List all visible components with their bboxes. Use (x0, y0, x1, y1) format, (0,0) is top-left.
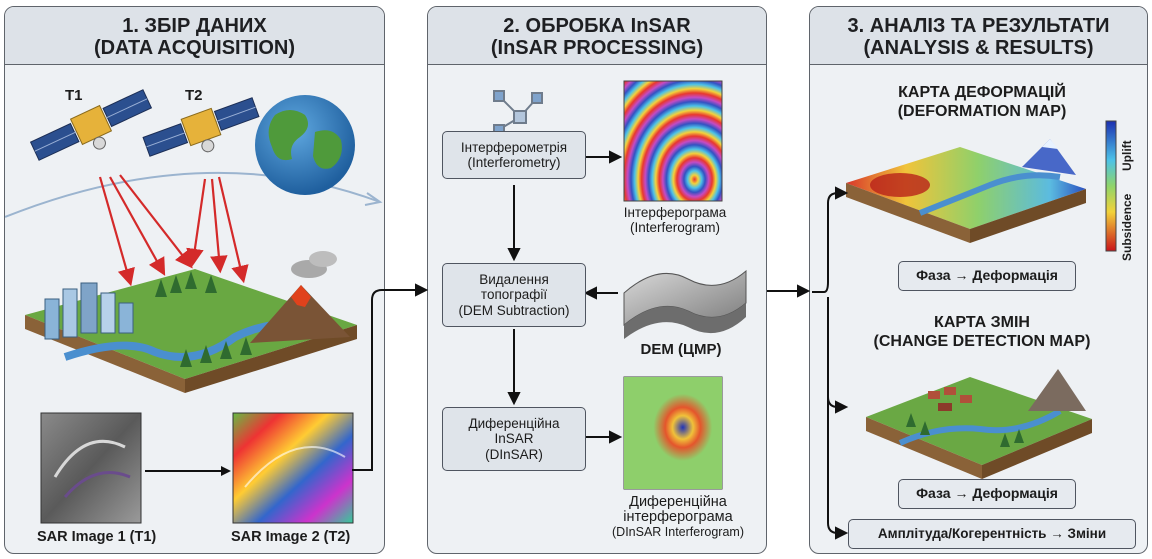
step-dinsar: Диференційна InSAR (DInSAR) (442, 407, 586, 471)
result-amplitude-coherence-changes: Амплітуда/Когерентність → Зміни (848, 519, 1136, 549)
radar-signal-beams (98, 174, 249, 287)
change-detection-map-title: КАРТА ЗМІН (CHANGE DETECTION MAP) (862, 313, 1102, 351)
step-label: топографії (480, 287, 548, 303)
processing-illustration (493, 80, 747, 490)
panel-insar-processing: 2. ОБРОБКА InSAR (InSAR PROCESSING) (427, 6, 767, 554)
map-title-line: КАРТА ДЕФОРМАЦІЙ (898, 84, 1066, 101)
panel-header: 3. АНАЛІЗ ТА РЕЗУЛЬТАТИ (ANALYSIS & RESU… (810, 7, 1147, 65)
interferogram-image (623, 80, 723, 202)
deformation-colorbar (1105, 120, 1117, 252)
panel-subtitle: (InSAR PROCESSING) (490, 37, 704, 59)
map-title-line: КАРТА ЗМІН (934, 314, 1030, 331)
output-label: Інтерферограма (623, 205, 727, 220)
map-title-line: (CHANGE DETECTION MAP) (873, 333, 1091, 350)
results-illustration (812, 120, 1117, 540)
terrain-block-illustration (25, 251, 357, 393)
satellite-t1-label: T1 (65, 87, 83, 104)
step-label: (Interferometry) (467, 155, 561, 170)
dem-label: DEM (ЦМР) (640, 341, 722, 358)
sar-image-1-label: SAR Image 1 (T1) (37, 529, 157, 545)
step-label: (DInSAR) (485, 446, 543, 462)
panel-analysis-results: 3. АНАЛІЗ ТА РЕЗУЛЬТАТИ (ANALYSIS & RESU… (809, 6, 1148, 554)
sar-image-1 (40, 412, 142, 524)
change-detection-map-block (866, 369, 1092, 479)
earth-globe-icon (255, 95, 355, 195)
step-dem-subtraction: Видалення топографії (DEM Subtraction) (442, 263, 586, 327)
acquisition-illustration (5, 89, 383, 524)
step-label: InSAR (494, 431, 534, 447)
panel-subtitle: (ANALYSIS & RESULTS) (863, 37, 1094, 59)
panel-title: 2. ОБРОБКА InSAR (503, 15, 691, 37)
network-graph-icon (493, 90, 543, 136)
step-label: Видалення (479, 271, 549, 287)
dinsar-interferogram-label: Диференційна інтерферограма (DInSAR Inte… (598, 495, 758, 540)
output-label: інтерферограма (623, 509, 733, 525)
panel-subtitle: (DATA ACQUISITION) (93, 37, 296, 59)
deformation-map-block (846, 139, 1086, 243)
panel-header: 2. ОБРОБКА InSAR (InSAR PROCESSING) (428, 7, 766, 65)
output-label: (Interferogram) (629, 220, 721, 235)
satellite-t2-label: T2 (185, 87, 203, 104)
result-phase-deformation-2: Фаза → Деформація (898, 479, 1076, 509)
orbit-path (5, 171, 381, 218)
satellite-t1-icon (29, 89, 153, 161)
dem-surface-icon (623, 269, 747, 339)
panel-title: 1. ЗБІР ДАНИХ (122, 15, 267, 37)
step-label: Диференційна (468, 415, 560, 431)
sar-image-2-label: SAR Image 2 (T2) (231, 529, 351, 545)
output-label: (DInSAR Interferogram) (612, 525, 744, 539)
satellite-t2-icon (142, 97, 260, 157)
result-phase-deformation-1: Фаза → Деформація (898, 261, 1076, 291)
deformation-map-title: КАРТА ДЕФОРМАЦІЙ (DEFORMATION MAP) (882, 83, 1082, 121)
interferogram-label: Інтерферограма (Interferogram) (610, 205, 740, 235)
step-interferometry: Інтерферометрія (Interferometry) (442, 131, 586, 179)
step-label: Інтерферометрія (460, 139, 568, 155)
panel-header: 1. ЗБІР ДАНИХ (DATA ACQUISITION) (5, 7, 384, 65)
panel-title: 3. АНАЛІЗ ТА РЕЗУЛЬТАТИ (847, 15, 1110, 37)
map-title-line: (DEFORMATION MAP) (897, 103, 1067, 120)
output-label: Диференційна (629, 494, 727, 510)
sar-image-2 (232, 412, 354, 524)
panel-data-acquisition: 1. ЗБІР ДАНИХ (DATA ACQUISITION) (4, 6, 385, 554)
step-label: (DEM Subtraction) (458, 302, 570, 318)
